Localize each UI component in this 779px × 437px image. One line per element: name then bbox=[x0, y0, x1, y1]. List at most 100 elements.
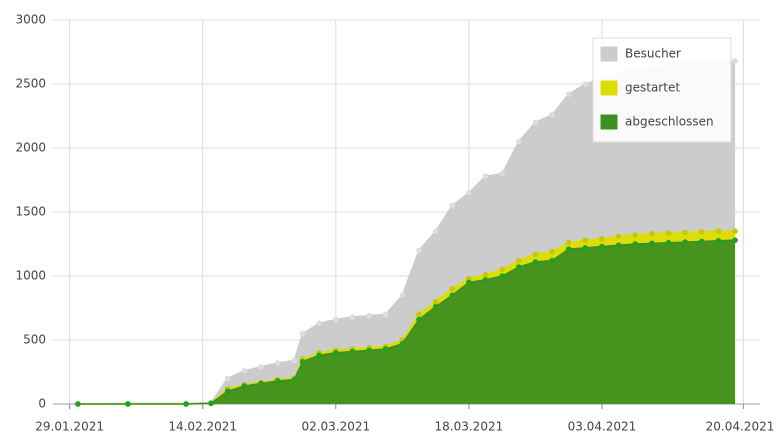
point bbox=[183, 401, 189, 407]
point bbox=[532, 119, 539, 126]
legend-label: gestartet bbox=[625, 81, 680, 95]
y-tick-label: 1000 bbox=[15, 269, 46, 283]
point bbox=[615, 233, 622, 240]
point bbox=[416, 316, 422, 323]
point bbox=[316, 320, 322, 327]
point bbox=[125, 401, 131, 407]
point bbox=[532, 251, 539, 258]
area bbox=[77, 240, 736, 404]
point bbox=[399, 341, 406, 347]
point bbox=[698, 229, 705, 235]
point bbox=[515, 264, 522, 270]
point bbox=[649, 240, 655, 247]
point bbox=[649, 230, 655, 237]
point bbox=[274, 360, 281, 366]
point bbox=[582, 245, 589, 251]
x-tick-label: 02.03.2021 bbox=[301, 420, 370, 434]
point bbox=[258, 364, 264, 370]
x-tick-label: 14.02.2021 bbox=[168, 420, 237, 434]
point bbox=[565, 246, 572, 252]
point bbox=[274, 378, 281, 384]
point bbox=[366, 347, 372, 354]
legend-label: Besucher bbox=[625, 47, 681, 61]
y-tick-label: 0 bbox=[38, 397, 46, 411]
point bbox=[432, 298, 439, 305]
point bbox=[382, 311, 389, 318]
x-tick-label: 29.01.2021 bbox=[35, 420, 104, 434]
point bbox=[299, 358, 306, 365]
point bbox=[698, 238, 705, 245]
point bbox=[224, 388, 231, 395]
point bbox=[466, 279, 472, 286]
point bbox=[333, 350, 339, 356]
point bbox=[515, 138, 522, 145]
point bbox=[416, 247, 422, 254]
point bbox=[333, 316, 339, 323]
point bbox=[682, 239, 688, 245]
point bbox=[732, 228, 738, 234]
y-tick-label: 1500 bbox=[15, 205, 46, 219]
point bbox=[582, 81, 589, 87]
y-tick-label: 2500 bbox=[15, 77, 46, 91]
point bbox=[299, 330, 306, 337]
legend-swatch bbox=[599, 45, 619, 63]
point bbox=[466, 190, 472, 196]
point bbox=[482, 173, 489, 179]
point bbox=[715, 228, 722, 234]
point bbox=[482, 271, 489, 278]
point bbox=[732, 237, 738, 243]
point bbox=[499, 273, 505, 279]
point bbox=[241, 383, 248, 389]
point bbox=[565, 239, 572, 246]
point bbox=[241, 367, 248, 374]
point bbox=[349, 314, 356, 320]
point bbox=[599, 236, 605, 242]
point bbox=[466, 275, 472, 282]
point bbox=[632, 232, 639, 238]
point bbox=[549, 248, 555, 255]
point bbox=[499, 170, 505, 177]
point bbox=[349, 348, 356, 355]
point bbox=[682, 229, 688, 236]
legend-label: abgeschlossen bbox=[625, 115, 714, 129]
point bbox=[615, 242, 622, 249]
x-tick-label: 03.04.2021 bbox=[568, 420, 637, 434]
point bbox=[549, 257, 555, 264]
point bbox=[732, 58, 738, 64]
point bbox=[449, 286, 456, 292]
point bbox=[291, 376, 298, 383]
legend-swatch bbox=[599, 79, 619, 97]
point bbox=[208, 400, 214, 407]
point bbox=[316, 352, 322, 359]
point bbox=[532, 259, 539, 265]
point bbox=[549, 111, 555, 118]
point bbox=[665, 230, 672, 236]
point bbox=[432, 303, 439, 310]
x-tick-label: 20.04.2021 bbox=[706, 420, 775, 434]
point bbox=[399, 292, 406, 299]
point bbox=[582, 237, 589, 243]
legend-swatch bbox=[599, 113, 619, 131]
point bbox=[432, 228, 439, 234]
point bbox=[482, 277, 489, 283]
point bbox=[416, 311, 422, 318]
point bbox=[499, 266, 505, 273]
point bbox=[75, 401, 81, 407]
x-tick-label: 18.03.2021 bbox=[435, 420, 504, 434]
y-tick-label: 500 bbox=[23, 333, 46, 347]
point bbox=[599, 243, 605, 250]
point bbox=[224, 375, 231, 382]
point bbox=[258, 380, 264, 387]
point bbox=[515, 257, 522, 264]
point bbox=[665, 239, 672, 246]
y-tick-label: 2000 bbox=[15, 141, 46, 155]
point bbox=[382, 346, 389, 352]
point bbox=[715, 238, 722, 244]
point bbox=[449, 202, 456, 209]
point bbox=[291, 357, 298, 364]
point bbox=[565, 91, 572, 98]
y-tick-label: 3000 bbox=[15, 13, 46, 27]
point bbox=[449, 292, 456, 299]
point bbox=[366, 312, 372, 319]
